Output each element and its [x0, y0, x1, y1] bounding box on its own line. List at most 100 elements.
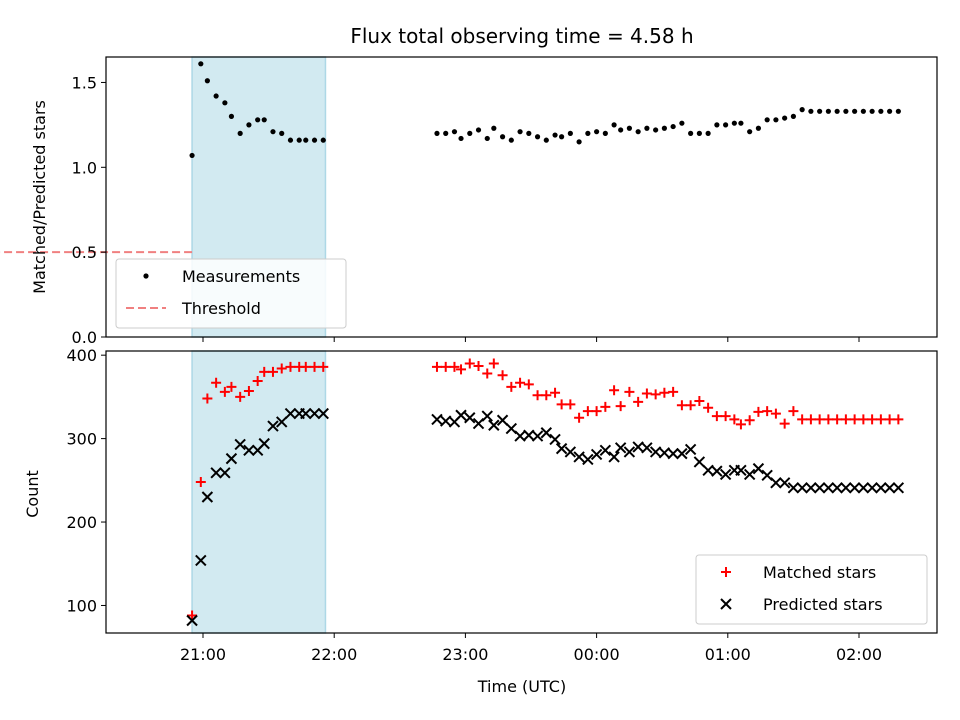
- ratio-legend: Measurements Threshold: [115, 258, 347, 329]
- count-y-axis-label: Count: [23, 470, 42, 518]
- matched-star-point: [219, 386, 230, 397]
- predicted-star-point: [796, 482, 808, 494]
- measurement-point: [576, 139, 582, 145]
- matched-star-point: [482, 368, 493, 379]
- matched-star-point: [243, 386, 254, 397]
- predicted-star-point: [258, 437, 270, 450]
- predicted-star-point: [599, 444, 612, 456]
- matched-star-point: [624, 386, 635, 397]
- matched-star-point: [497, 370, 508, 381]
- matched-star-point: [858, 414, 869, 425]
- measurement-point: [799, 107, 805, 113]
- measurement-point: [534, 134, 541, 140]
- ratio-y-tick-label: 1.0: [72, 158, 97, 177]
- matched-star-point: [735, 419, 746, 430]
- measurement-point: [467, 130, 473, 136]
- measurement-point: [895, 108, 901, 114]
- predicted-star-point: [201, 491, 214, 503]
- legend-entry-label: Predicted stars: [763, 595, 883, 614]
- predicted-star-point: [317, 407, 329, 420]
- predicted-star-point: [455, 409, 467, 421]
- predicted-star-point: [308, 407, 321, 420]
- predicted-star-point: [186, 614, 198, 627]
- ratio-y-tick-label: 0.0: [72, 328, 97, 347]
- measurement-point: [679, 120, 685, 126]
- count-observing-window-0: [191, 350, 327, 634]
- predicted-star-point: [210, 467, 222, 479]
- matched-star-point: [840, 414, 851, 425]
- matched-star-point: [814, 414, 825, 425]
- predicted-star-point: [667, 447, 679, 460]
- predicted-star-point: [892, 482, 905, 494]
- measurement-point: [618, 127, 624, 133]
- measurement-point: [773, 117, 779, 123]
- predicted-star-point: [840, 482, 852, 494]
- matched-star-point: [541, 390, 552, 401]
- matched-star-point: [867, 414, 878, 425]
- measurement-point: [696, 130, 702, 136]
- predicted-star-point: [831, 482, 843, 494]
- measurement-point: [817, 108, 823, 114]
- matched-star-point: [267, 366, 278, 377]
- measurement-point: [246, 122, 252, 128]
- matched-star-point: [779, 418, 790, 429]
- measurement-point: [443, 130, 449, 136]
- measurement-point: [843, 108, 849, 114]
- predicted-star-point: [857, 482, 870, 494]
- measurement-point: [834, 108, 840, 114]
- matched-star-point: [473, 361, 484, 372]
- predicted-star-point: [267, 420, 279, 432]
- legend-dot-marker: [143, 273, 149, 279]
- matched-star-point: [532, 390, 543, 401]
- matched-star-point: [641, 388, 652, 399]
- matched-star-point: [252, 376, 263, 387]
- chart-title: Flux total observing time = 4.58 h: [350, 24, 693, 48]
- measurement-point: [451, 129, 458, 135]
- measurement-point: [747, 129, 753, 135]
- predicted-star-point: [300, 407, 312, 420]
- measurement-point: [808, 108, 814, 114]
- x-tick-label: 01:00: [705, 645, 751, 664]
- predicted-star-point: [787, 482, 800, 494]
- ratio-axes-frame: [105, 56, 938, 338]
- ratio-panel: 0.0 0.5 1.0 1.5 Measurements Threshold: [0, 56, 938, 347]
- measurement-point: [825, 108, 831, 114]
- matched-star-point: [711, 411, 722, 422]
- x-tick-label: 23:00: [442, 645, 488, 664]
- matched-star-point: [823, 414, 834, 425]
- matched-star-point: [574, 412, 585, 423]
- predicted-star-point: [693, 456, 706, 468]
- predicted-star-point: [614, 442, 627, 454]
- count-y-tick-label: 100: [66, 596, 97, 615]
- predicted-star-point: [531, 430, 544, 442]
- predicted-star-point: [549, 433, 561, 446]
- matched-star-point: [659, 387, 670, 398]
- measurement-point: [731, 120, 737, 126]
- predicted-star-point: [496, 414, 509, 426]
- ratio-y-axis-label: Matched/Predicted stars: [30, 100, 49, 294]
- measurement-point: [213, 93, 219, 99]
- predicted-star-point: [813, 482, 826, 494]
- matched-star-point: [591, 406, 602, 417]
- matched-star-point: [565, 399, 576, 410]
- measurement-point: [270, 129, 276, 135]
- measurement-point: [626, 125, 633, 131]
- measurement-point: [661, 125, 667, 131]
- measurement-point: [484, 135, 490, 142]
- matched-star-point: [318, 361, 329, 372]
- measurement-point: [499, 134, 506, 140]
- matched-star-point: [276, 363, 287, 374]
- predicted-star-point: [822, 482, 835, 494]
- matched-star-point: [615, 401, 626, 412]
- matched-star-point: [195, 476, 206, 487]
- measurement-point: [434, 130, 440, 136]
- legend-entry-label: Matched stars: [763, 563, 876, 582]
- matched-star-point: [893, 414, 904, 425]
- predicted-star-point: [234, 438, 246, 451]
- predicted-star-point: [219, 467, 231, 479]
- count-panel: 100 200 300 400 21:00 22:00 23:00 00:00 01:00 02:…: [66, 346, 938, 664]
- measurement-point: [887, 108, 893, 114]
- measurement-point: [508, 137, 514, 143]
- measurement-point: [279, 130, 285, 136]
